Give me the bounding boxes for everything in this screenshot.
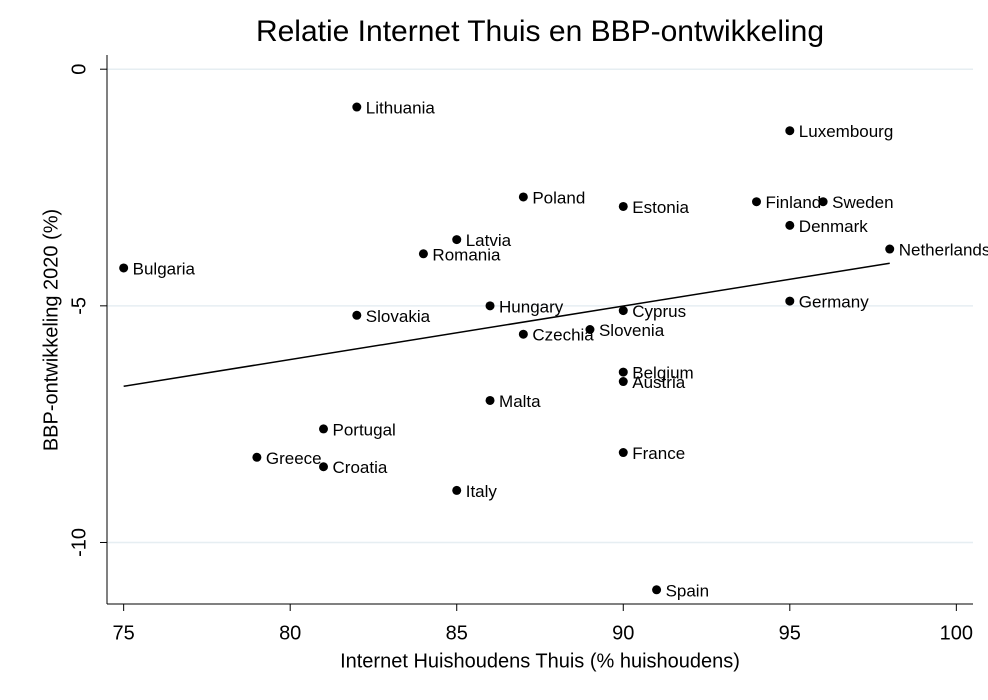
point-label: Estonia xyxy=(632,198,689,217)
point-label: Czechia xyxy=(532,326,594,345)
point-label: Croatia xyxy=(333,458,388,477)
point-label: Slovakia xyxy=(366,307,431,326)
x-tick-label: 75 xyxy=(113,622,135,644)
point xyxy=(652,585,662,595)
point xyxy=(785,296,795,306)
y-tick-label: -10 xyxy=(68,528,90,557)
point xyxy=(252,452,262,462)
point-label: Latvia xyxy=(466,231,512,250)
y-tick-label: 0 xyxy=(68,64,90,75)
point xyxy=(319,424,328,434)
point xyxy=(618,448,628,458)
x-tick-label: 100 xyxy=(940,622,973,644)
point-label: Germany xyxy=(799,293,869,312)
x-tick-label: 95 xyxy=(779,622,801,644)
point xyxy=(785,220,795,230)
point-label: Austria xyxy=(632,373,685,392)
point xyxy=(518,192,528,202)
fit-line xyxy=(123,262,890,388)
point-label: Denmark xyxy=(799,217,868,236)
x-tick-label: 80 xyxy=(279,622,301,644)
y-tick-label: -5 xyxy=(68,297,90,315)
point xyxy=(752,197,761,207)
point-label: Hungary xyxy=(499,297,564,316)
x-tick-label: 90 xyxy=(612,622,634,644)
point xyxy=(452,235,462,245)
point-label: Romania xyxy=(432,245,501,264)
point xyxy=(418,249,428,259)
point-label: France xyxy=(632,444,685,463)
point xyxy=(818,197,828,207)
point-label: Spain xyxy=(666,581,709,600)
point-label: Portugal xyxy=(333,420,396,439)
point-label: Cyprus xyxy=(632,302,686,321)
point-label: Sweden xyxy=(832,193,893,212)
point xyxy=(618,367,628,377)
chart-title: Relatie Internet Thuis en BBP-ontwikkeli… xyxy=(256,15,824,48)
point-label: Italy xyxy=(466,482,498,501)
point xyxy=(485,301,495,311)
point-label: Poland xyxy=(532,188,585,207)
y-axis-title: BBP-ontwikkeling 2020 (%) xyxy=(40,209,62,451)
point-label: Slovenia xyxy=(599,321,665,340)
point xyxy=(618,306,628,316)
point-label: Belgium xyxy=(632,364,693,383)
point xyxy=(485,395,495,405)
point-label: Netherlands xyxy=(899,241,988,260)
point xyxy=(518,329,528,339)
point xyxy=(119,263,129,273)
point xyxy=(785,126,795,136)
point xyxy=(885,244,895,254)
point xyxy=(319,462,328,472)
point-label: Lithuania xyxy=(366,99,436,118)
point xyxy=(352,102,362,112)
x-axis-title: Internet Huishoudens Thuis (% huishouden… xyxy=(340,650,740,672)
point-label: Greece xyxy=(266,449,322,468)
x-tick-label: 85 xyxy=(446,622,468,644)
point-label: Luxembourg xyxy=(799,122,894,141)
point xyxy=(585,325,595,334)
point xyxy=(452,485,462,495)
point xyxy=(618,201,628,211)
point xyxy=(618,377,628,387)
point-label: Malta xyxy=(499,392,541,411)
point-label: Bulgaria xyxy=(133,259,196,278)
point-label: Finland xyxy=(766,193,822,212)
point xyxy=(352,310,362,320)
